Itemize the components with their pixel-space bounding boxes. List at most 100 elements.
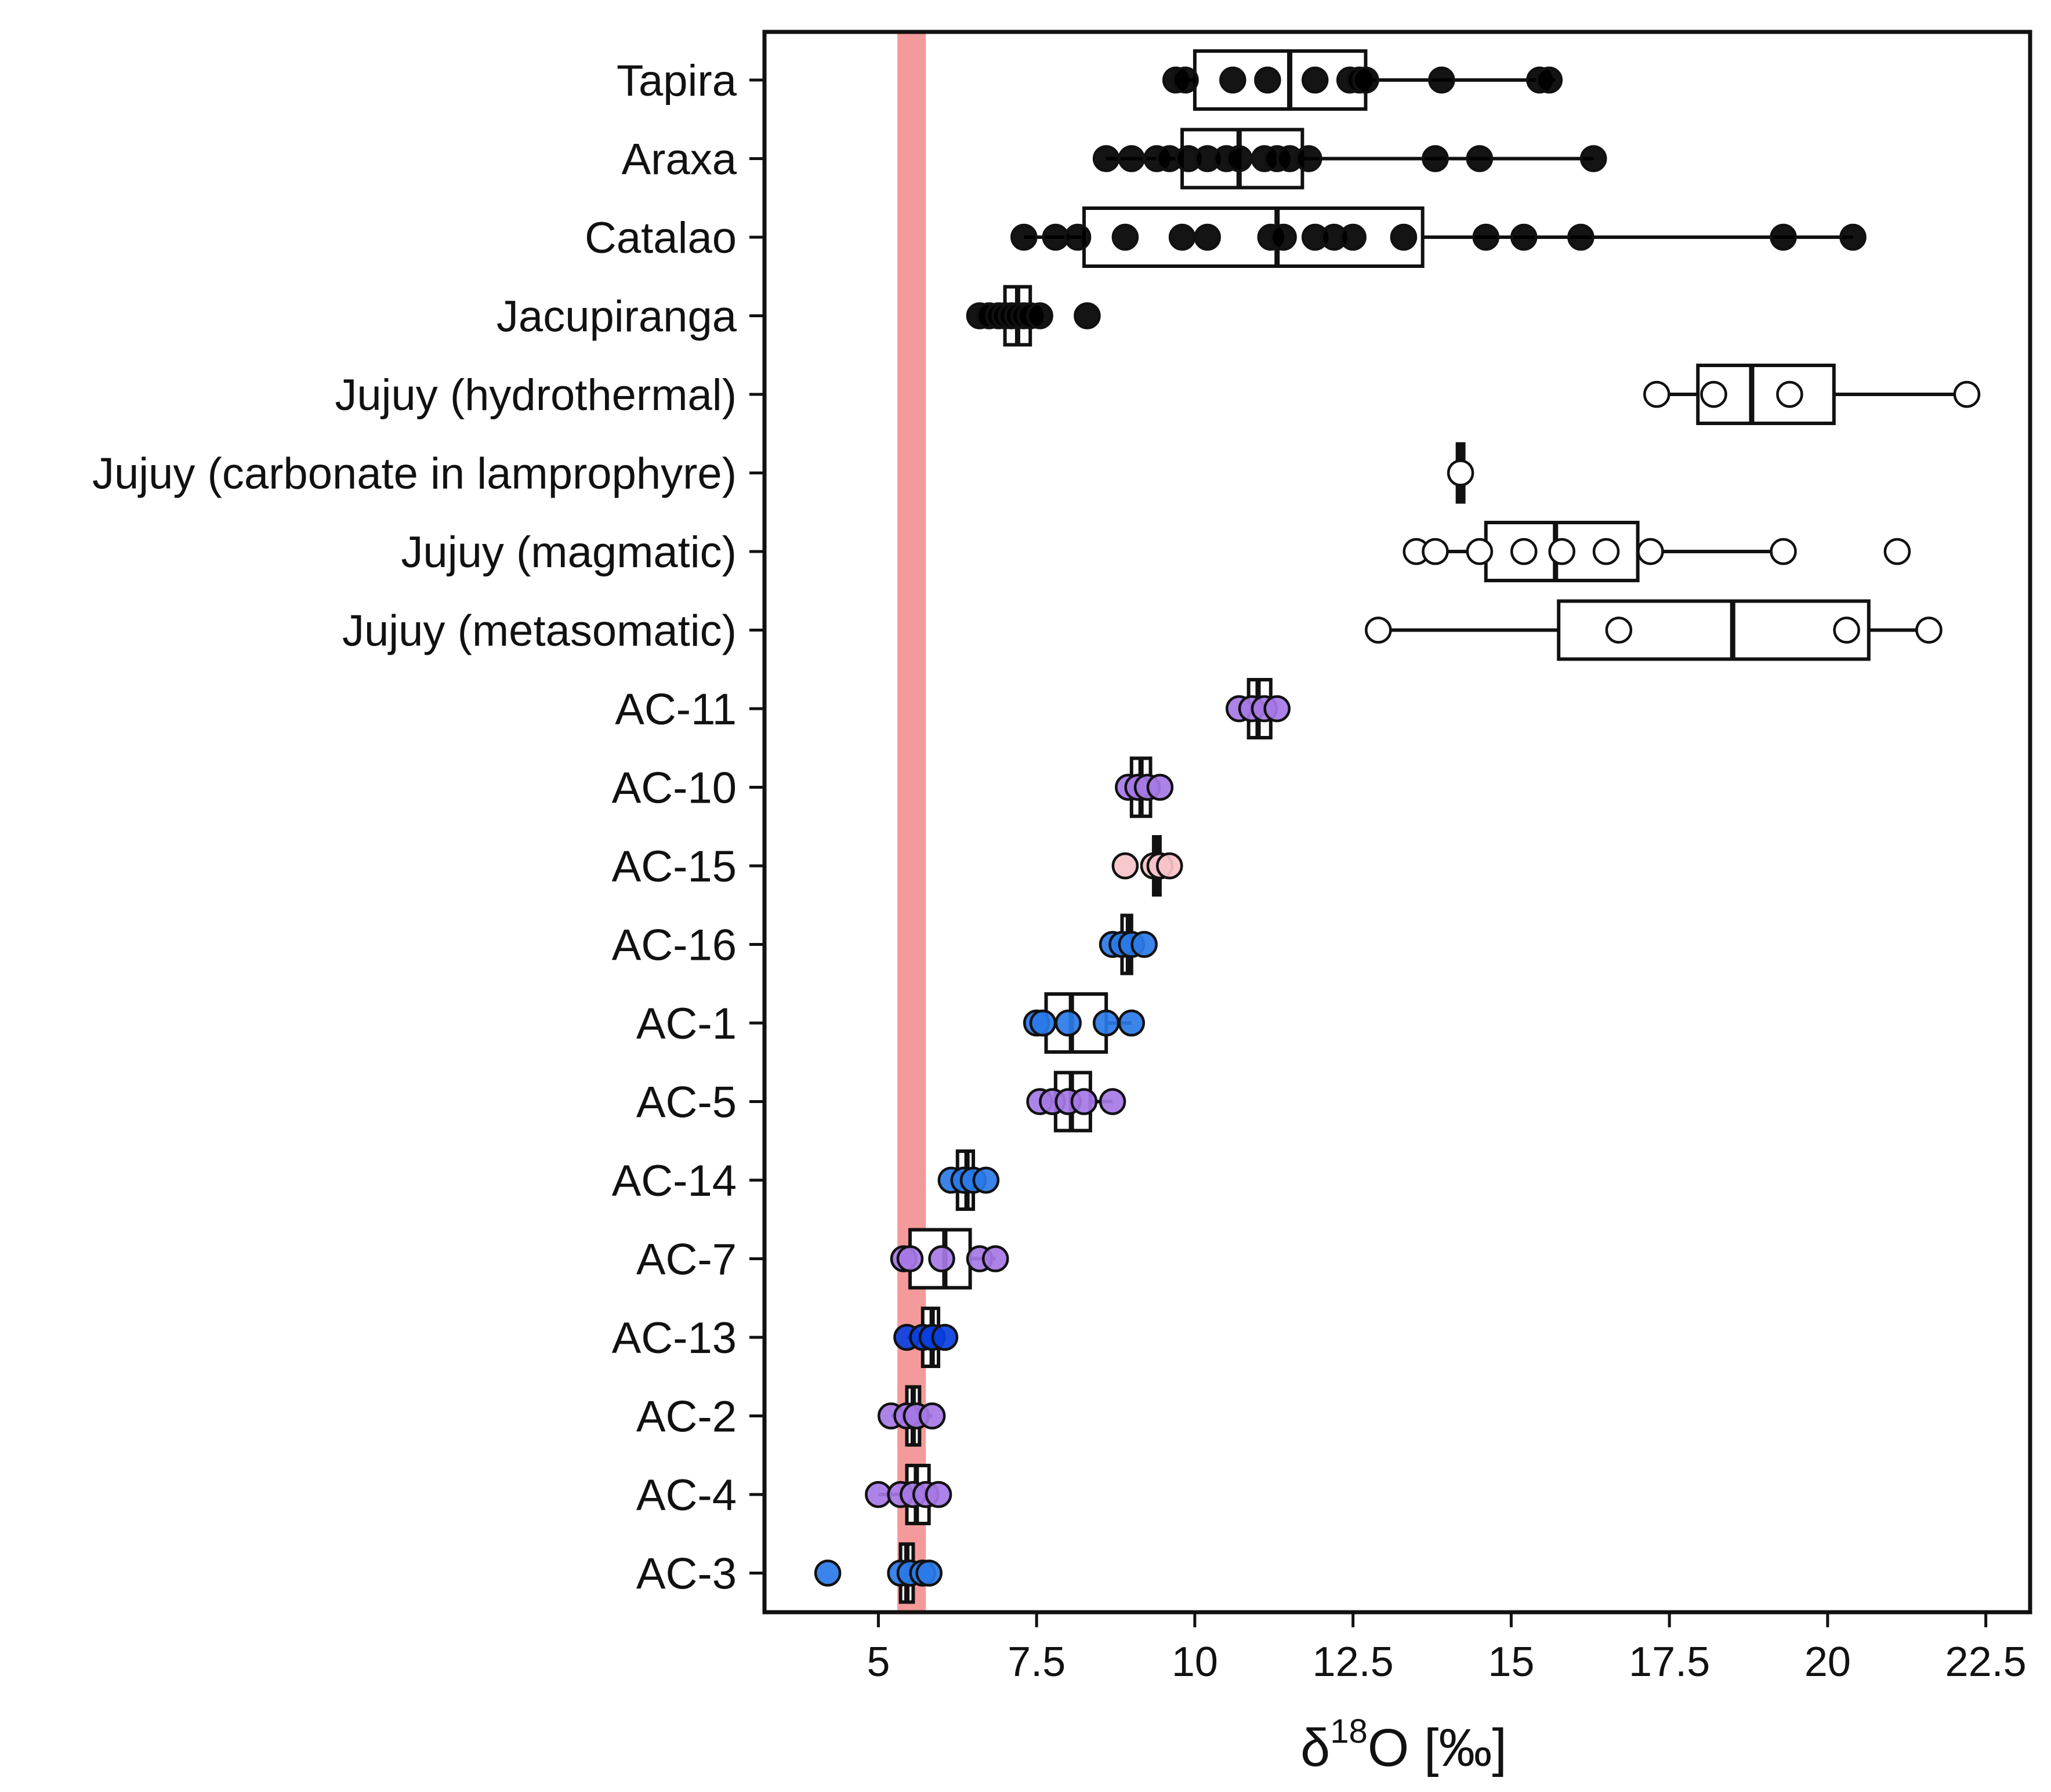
- point-ac-16-3: [1130, 931, 1158, 958]
- point-jujuy-metasomatic-2: [1833, 616, 1860, 644]
- category-label-jujuy-hydrothermal: Jujuy (hydrothermal): [335, 371, 737, 420]
- point-jujuy-magmatic-5: [1592, 538, 1620, 565]
- plot-frame: [762, 30, 2032, 1615]
- category-label-ac-4: AC-4: [636, 1471, 737, 1520]
- category-label-ac-15: AC-15: [612, 842, 737, 891]
- point-ac-10-3: [1146, 774, 1174, 801]
- point-ac-3-0: [814, 1559, 842, 1587]
- point-ac-7-2: [928, 1245, 955, 1272]
- point-araxa-14: [1579, 145, 1607, 172]
- point-ac-11-3: [1263, 695, 1291, 723]
- category-label-ac-3: AC-3: [636, 1550, 737, 1599]
- point-ac-7-4: [981, 1245, 1009, 1272]
- x-axis-title-main: δ: [1300, 1718, 1330, 1778]
- point-ac-1-1: [1029, 1009, 1057, 1037]
- point-jujuy-hydrothermal-0: [1643, 380, 1670, 408]
- point-catalao-1: [1042, 223, 1070, 251]
- point-jujuy-magmatic-8: [1883, 538, 1911, 565]
- category-label-araxa: Araxa: [621, 135, 737, 184]
- point-jujuy-hydrothermal-3: [1953, 380, 1981, 408]
- point-tapira-3: [1254, 66, 1281, 94]
- point-araxa-7: [1226, 145, 1253, 172]
- x-tick-label-6: 20: [1804, 1639, 1851, 1685]
- point-catalao-10: [1339, 223, 1367, 251]
- point-ac-13-3: [931, 1323, 959, 1351]
- point-jujuy-metasomatic-3: [1915, 616, 1943, 644]
- reference-band-layer: [897, 32, 926, 1612]
- point-catalao-7: [1270, 223, 1297, 251]
- x-axis-title: δ18O [‰]: [1300, 1713, 1507, 1778]
- point-catalao-4: [1168, 223, 1196, 251]
- category-label-ac-14: AC-14: [612, 1156, 737, 1206]
- point-jujuy-hydrothermal-1: [1700, 380, 1727, 408]
- point-ac-15-3: [1155, 852, 1183, 880]
- point-catalao-3: [1111, 223, 1139, 251]
- point-tapira-10: [1535, 66, 1563, 94]
- point-ac-4-0: [865, 1481, 892, 1508]
- point-tapira-4: [1301, 66, 1329, 94]
- category-label-jujuy-carbonate-in-lamprophyre: Jujuy (carbonate in lamprophyre): [92, 449, 737, 499]
- point-araxa-1: [1118, 145, 1146, 172]
- category-label-catalao: Catalao: [585, 213, 737, 263]
- point-jacupiranga-9: [1074, 302, 1101, 329]
- point-ac-1-3: [1092, 1009, 1120, 1037]
- point-jacupiranga-8: [1026, 302, 1053, 329]
- point-jujuy-carbonate-in-lamprophyre-0: [1447, 459, 1474, 487]
- point-ac-14-3: [972, 1166, 1000, 1194]
- point-araxa-12: [1422, 145, 1449, 172]
- x-axis-title-tail: O [‰]: [1368, 1718, 1507, 1778]
- category-label-ac-1: AC-1: [636, 999, 737, 1049]
- x-tick-label-2: 10: [1172, 1639, 1218, 1685]
- point-catalao-12: [1472, 223, 1499, 251]
- point-ac-3-4: [915, 1559, 943, 1587]
- x-tick-label-4: 15: [1488, 1639, 1534, 1685]
- box-jujuy-metasomatic: [1557, 599, 1871, 661]
- point-jujuy-magmatic-4: [1548, 538, 1575, 565]
- x-tick-label-5: 17.5: [1629, 1639, 1710, 1685]
- point-jujuy-magmatic-6: [1637, 538, 1664, 565]
- point-jujuy-magmatic-1: [1422, 538, 1449, 565]
- point-ac-5-4: [1099, 1088, 1126, 1115]
- point-jujuy-magmatic-3: [1510, 538, 1538, 565]
- reference-band: [897, 32, 926, 1612]
- point-tapira-1: [1172, 66, 1199, 94]
- point-araxa-13: [1466, 145, 1494, 172]
- point-jujuy-magmatic-7: [1770, 538, 1797, 565]
- x-tick-label-7: 22.5: [1945, 1639, 2027, 1685]
- point-catalao-13: [1510, 223, 1538, 251]
- category-label-tapira: Tapira: [617, 56, 737, 106]
- point-tapira-8: [1428, 66, 1455, 94]
- category-label-ac-5: AC-5: [636, 1078, 737, 1127]
- point-tapira-7: [1352, 66, 1379, 94]
- point-ac-5-3: [1070, 1088, 1098, 1115]
- category-label-ac-7: AC-7: [636, 1235, 737, 1285]
- category-label-ac-16: AC-16: [612, 921, 737, 970]
- category-label-ac-2: AC-2: [636, 1392, 737, 1442]
- point-ac-2-3: [918, 1402, 946, 1430]
- point-catalao-0: [1010, 223, 1038, 251]
- point-araxa-11: [1295, 145, 1322, 172]
- point-tapira-2: [1219, 66, 1246, 94]
- point-jujuy-hydrothermal-2: [1776, 380, 1803, 408]
- point-jujuy-metasomatic-0: [1365, 616, 1392, 644]
- category-label-ac-13: AC-13: [612, 1314, 737, 1363]
- point-ac-1-4: [1118, 1009, 1146, 1037]
- point-jujuy-magmatic-2: [1466, 538, 1494, 565]
- x-tick-label-3: 12.5: [1313, 1639, 1394, 1685]
- category-label-ac-10: AC-10: [612, 764, 737, 813]
- point-catalao-5: [1194, 223, 1221, 251]
- axes-layer: Tapira Araxa Catalao Jacupiranga Jujuy (hydr…: [92, 30, 2032, 1685]
- point-catalao-11: [1390, 223, 1418, 251]
- category-label-jacupiranga: Jacupiranga: [497, 292, 737, 342]
- category-label-jujuy-magmatic: Jujuy (magmatic): [401, 528, 737, 577]
- x-tick-label-1: 7.5: [1008, 1639, 1066, 1685]
- point-araxa-0: [1092, 145, 1120, 172]
- point-ac-4-4: [925, 1481, 952, 1508]
- category-label-jujuy-metasomatic: Jujuy (metasomatic): [342, 607, 737, 656]
- point-catalao-15: [1770, 223, 1797, 251]
- x-tick-label-0: 5: [867, 1639, 890, 1685]
- point-ac-1-2: [1055, 1009, 1082, 1037]
- category-label-ac-11: AC-11: [615, 685, 737, 734]
